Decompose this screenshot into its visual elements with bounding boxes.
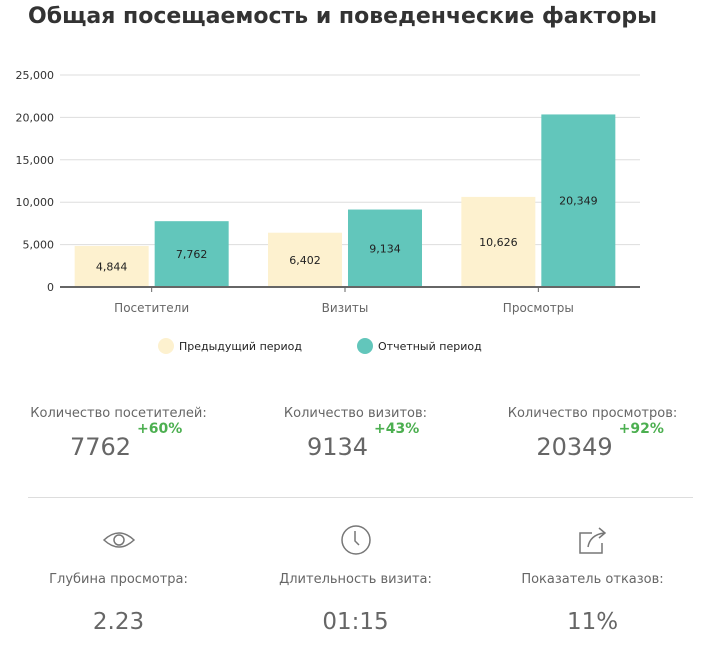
stat-label: Количество просмотров: bbox=[507, 406, 678, 421]
stat-visits: Количество визитов: 9134 +43% bbox=[237, 406, 474, 461]
metric-value: 01:15 bbox=[322, 609, 389, 635]
eye-icon bbox=[0, 520, 237, 560]
y-tick-label: 25,000 bbox=[16, 69, 55, 82]
metric-depth: Глубина просмотра: 2.23 bbox=[0, 520, 237, 635]
legend-swatch bbox=[357, 338, 373, 354]
stat-delta: +43% bbox=[374, 421, 420, 437]
metric-value: 11% bbox=[566, 609, 619, 635]
data-label: 9,134 bbox=[369, 242, 401, 255]
legend-swatch bbox=[158, 338, 174, 354]
bar-previous bbox=[461, 196, 536, 287]
stat-visitors: Количество посетителей: 7762 +60% bbox=[0, 406, 237, 461]
metric-bounce: Показатель отказов: 11% bbox=[474, 520, 711, 635]
bar-previous bbox=[74, 245, 149, 287]
stat-views: Количество просмотров: 20349 +92% bbox=[474, 406, 711, 461]
stat-label: Количество визитов: bbox=[283, 406, 428, 421]
summary-stats: Количество посетителей: 7762 +60% Количес… bbox=[0, 406, 711, 461]
data-label: 4,844 bbox=[96, 260, 128, 273]
divider bbox=[28, 497, 693, 498]
clock-icon bbox=[237, 520, 474, 560]
stat-label: Количество посетителей: bbox=[30, 406, 207, 421]
bar-current bbox=[154, 221, 229, 287]
data-label: 20,349 bbox=[559, 195, 598, 208]
page-title: Общая посещаемость и поведенческие факто… bbox=[28, 4, 658, 29]
metric-label: Длительность визита: bbox=[279, 572, 432, 587]
legend-label: Отчетный период bbox=[378, 340, 482, 353]
y-tick-label: 0 bbox=[47, 281, 54, 294]
metric-value: 2.23 bbox=[92, 609, 145, 635]
metric-label: Показатель отказов: bbox=[521, 572, 664, 587]
y-tick-label: 15,000 bbox=[16, 154, 55, 167]
x-tick-label: Просмотры bbox=[503, 301, 574, 315]
data-label: 10,626 bbox=[479, 236, 518, 249]
metric-duration: Длительность визита: 01:15 bbox=[237, 520, 474, 635]
stat-delta: +60% bbox=[137, 421, 183, 437]
y-tick-label: 5,000 bbox=[23, 239, 55, 252]
stat-value: 7762 bbox=[69, 433, 132, 461]
data-label: 6,402 bbox=[289, 254, 321, 267]
bar-current bbox=[348, 209, 422, 287]
stat-value: 9134 bbox=[306, 433, 369, 461]
share-icon bbox=[474, 520, 711, 560]
bar-chart: 0 5,000 10,000 15,000 20,000 25,000 4,844 7,762… bbox=[16, 69, 640, 354]
data-label: 7,762 bbox=[176, 248, 208, 261]
y-tick-label: 20,000 bbox=[16, 111, 55, 124]
bar-current bbox=[541, 114, 616, 287]
y-tick-label: 10,000 bbox=[16, 196, 55, 209]
x-tick-label: Посетители bbox=[114, 301, 189, 315]
stat-value: 20349 bbox=[536, 433, 613, 461]
behavior-metrics: Глубина просмотра: 2.23 Длительность виз… bbox=[0, 520, 711, 635]
bar-previous bbox=[268, 232, 342, 287]
stat-delta: +92% bbox=[618, 421, 664, 437]
metric-label: Глубина просмотра: bbox=[49, 572, 188, 587]
x-tick-label: Визиты bbox=[322, 301, 369, 315]
legend-label: Предыдущий период bbox=[179, 340, 302, 353]
